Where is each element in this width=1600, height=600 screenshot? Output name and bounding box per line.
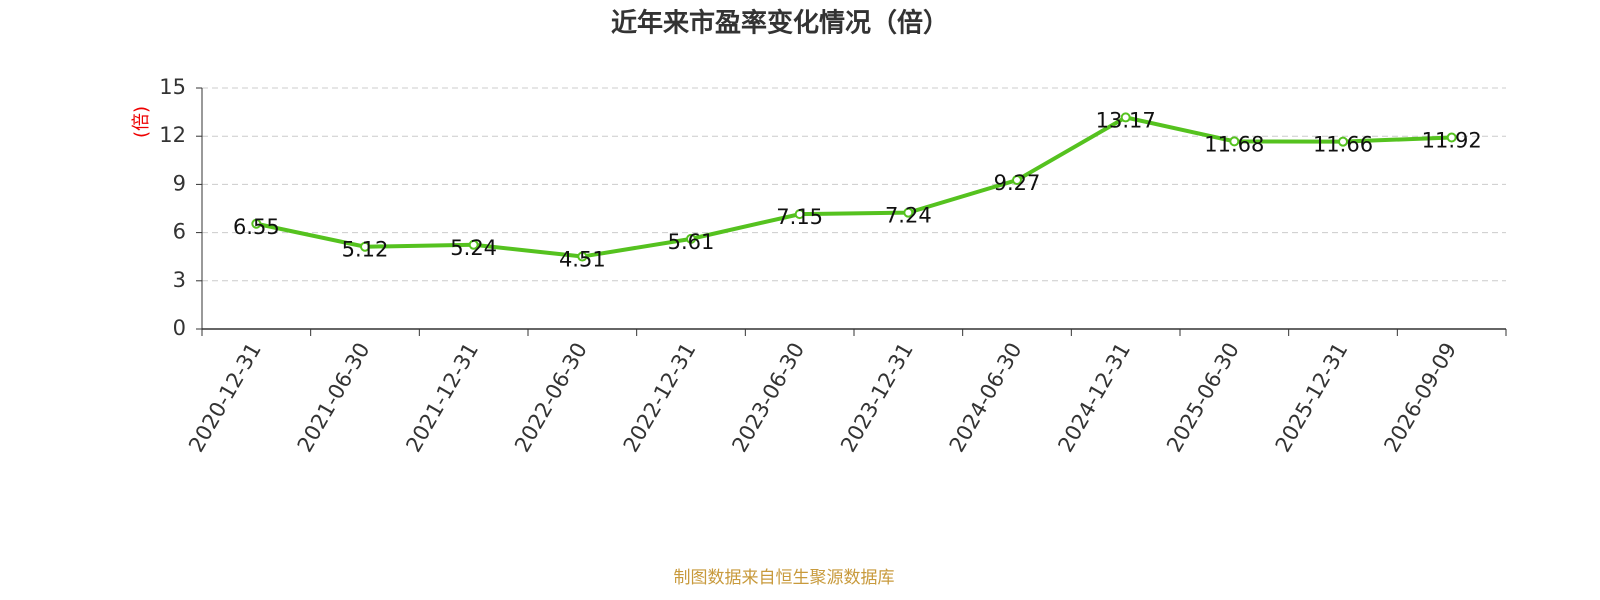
data-point <box>903 207 914 218</box>
y-tick-label: 3 <box>173 268 186 292</box>
x-tick-label: 2023-06-30 <box>727 339 809 457</box>
source-note: 制图数据来自恒生聚源数据库 <box>674 568 895 588</box>
y-tick-label: 6 <box>173 220 186 244</box>
x-tick-label: 2020-12-31 <box>184 339 266 457</box>
x-tick-label: 2026-09-09 <box>1379 339 1461 457</box>
x-tick-label: 2022-12-31 <box>619 339 701 457</box>
data-point <box>360 241 370 252</box>
data-label: 11.66 <box>1313 133 1373 157</box>
data-point <box>577 251 588 262</box>
data-point <box>686 233 696 244</box>
data-label: 4.51 <box>559 248 606 272</box>
y-tick-label: 0 <box>173 316 186 340</box>
chart-title: 近年来市盈率变化情况（倍） <box>611 8 949 39</box>
data-point <box>794 209 805 220</box>
x-tick-label: 2024-12-31 <box>1053 339 1135 457</box>
data-point <box>468 239 479 250</box>
y-axis-label: (倍) <box>131 106 152 138</box>
data-label: 5.24 <box>450 236 497 260</box>
x-tick-label: 2025-12-31 <box>1271 339 1353 457</box>
y-tick-label: 12 <box>159 123 186 147</box>
x-tick-label: 2021-12-31 <box>401 338 483 456</box>
y-tick-label: 15 <box>159 75 186 99</box>
data-point <box>1120 112 1131 123</box>
data-label: 5.12 <box>342 238 389 262</box>
y-tick-label: 9 <box>173 171 186 195</box>
x-tick-label: 2025-06-30 <box>1162 339 1244 457</box>
data-label: 13.17 <box>1096 108 1156 132</box>
data-point <box>1229 136 1240 147</box>
line-series <box>255 115 1452 259</box>
data-label: 11.92 <box>1422 128 1482 152</box>
data-label: 6.55 <box>233 215 280 239</box>
x-tick-label: 2022-06-30 <box>510 339 592 457</box>
data-point <box>1012 175 1022 186</box>
data-label: 11.68 <box>1204 132 1264 156</box>
x-tick-label: 2023-12-31 <box>836 338 918 456</box>
x-tick-label: 2021-06-30 <box>293 339 375 457</box>
data-point <box>1446 132 1457 143</box>
data-point <box>251 218 262 229</box>
data-label: 7.15 <box>776 205 823 229</box>
data-label: 7.24 <box>885 204 932 228</box>
data-label: 9.27 <box>994 171 1041 195</box>
x-tick-label: 2024-06-30 <box>945 339 1027 457</box>
data-label: 5.61 <box>668 230 715 254</box>
data-point <box>1338 136 1348 147</box>
